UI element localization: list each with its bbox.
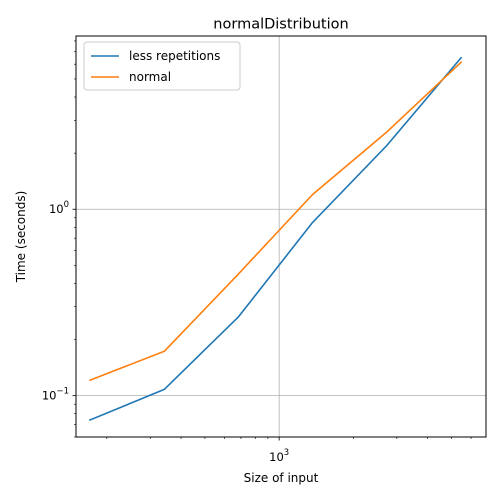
y-tick-label: 10−1	[42, 387, 69, 403]
axis-ticks: 103 10−1 100	[42, 40, 472, 464]
plot-frame	[75, 35, 487, 438]
gridlines	[76, 36, 486, 437]
series-lines	[88, 56, 463, 422]
x-tick-label: 103	[269, 448, 289, 464]
series-line-1	[88, 56, 463, 422]
series-line-2	[88, 61, 463, 382]
legend: less repetitions normal	[83, 41, 241, 91]
legend-box	[83, 41, 241, 91]
y-axis-label: Time (seconds)	[14, 191, 28, 284]
y-tick-label: 100	[49, 200, 69, 216]
legend-label: normal	[129, 70, 171, 84]
x-axis-label: Size of input	[244, 471, 319, 485]
chart-title: normalDistribution	[213, 17, 348, 33]
legend-label: less repetitions	[129, 49, 220, 63]
